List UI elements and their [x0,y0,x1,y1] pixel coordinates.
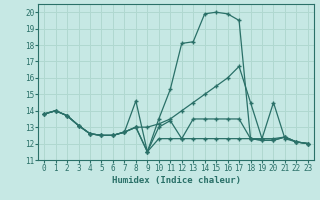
X-axis label: Humidex (Indice chaleur): Humidex (Indice chaleur) [111,176,241,185]
